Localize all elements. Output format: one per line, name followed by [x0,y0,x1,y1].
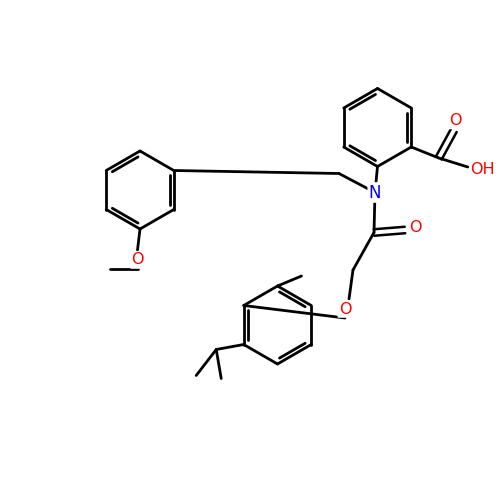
Text: N: N [369,184,382,202]
Text: O: O [450,113,462,128]
Text: O: O [339,302,351,316]
Text: O: O [408,220,421,234]
Text: O: O [131,252,144,268]
Text: OH: OH [470,162,495,177]
